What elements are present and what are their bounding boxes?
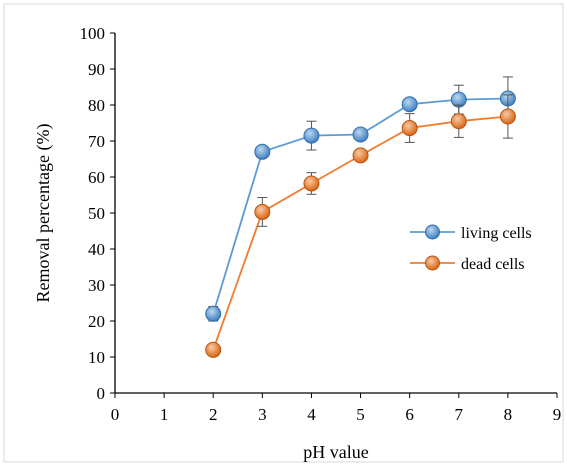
x-axis-title: pH value <box>303 442 368 462</box>
x-tick-label: 9 <box>553 405 562 424</box>
y-tick-label: 70 <box>88 132 105 151</box>
y-tick-label: 80 <box>88 96 105 115</box>
x-tick-label: 1 <box>160 405 169 424</box>
data-point-dead-cells <box>352 147 369 164</box>
data-point-dead-cells <box>401 120 418 137</box>
y-tick-label: 0 <box>97 384 106 403</box>
y-tick-label: 20 <box>88 312 105 331</box>
y-tick-label: 30 <box>88 276 105 295</box>
y-tick-label: 60 <box>88 168 105 187</box>
data-point-dead-cells <box>303 175 320 192</box>
data-point-living-cells <box>303 127 320 144</box>
y-tick-label: 40 <box>88 240 105 259</box>
x-tick-label: 6 <box>405 405 414 424</box>
data-point-living-cells <box>401 96 418 113</box>
y-tick-label: 100 <box>80 24 106 43</box>
data-point-dead-cells <box>499 108 516 125</box>
legend-label-living-cells: living cells <box>461 225 532 242</box>
legend-marker-living-cells <box>425 224 440 240</box>
plot-area: 0 10 20 30 40 50 60 70 80 90 100 0 1 2 3 4 5 6 7 8 9 pH value… <box>33 24 561 462</box>
y-tick-label: 10 <box>88 348 105 367</box>
x-tick-label: 4 <box>307 405 316 424</box>
legend-marker-dead-cells <box>425 255 440 271</box>
x-tick-label: 5 <box>356 405 365 424</box>
x-tick-label: 8 <box>504 405 513 424</box>
data-point-dead-cells <box>205 341 222 358</box>
data-point-living-cells <box>352 126 369 143</box>
chart-border <box>3 3 564 463</box>
y-tick-label: 90 <box>88 60 105 79</box>
y-tick-label: 50 <box>88 204 105 223</box>
y-axis-title: Removal percentage (%) <box>33 124 54 303</box>
data-point-dead-cells <box>254 203 271 220</box>
x-tick-label: 7 <box>455 405 464 424</box>
data-point-living-cells <box>254 143 271 160</box>
x-tick-label: 3 <box>258 405 267 424</box>
data-point-dead-cells <box>450 113 467 130</box>
data-point-living-cells <box>205 305 222 322</box>
x-tick-label: 0 <box>111 405 120 424</box>
x-tick-label: 2 <box>209 405 218 424</box>
legend-label-dead-cells: dead cells <box>461 256 525 273</box>
